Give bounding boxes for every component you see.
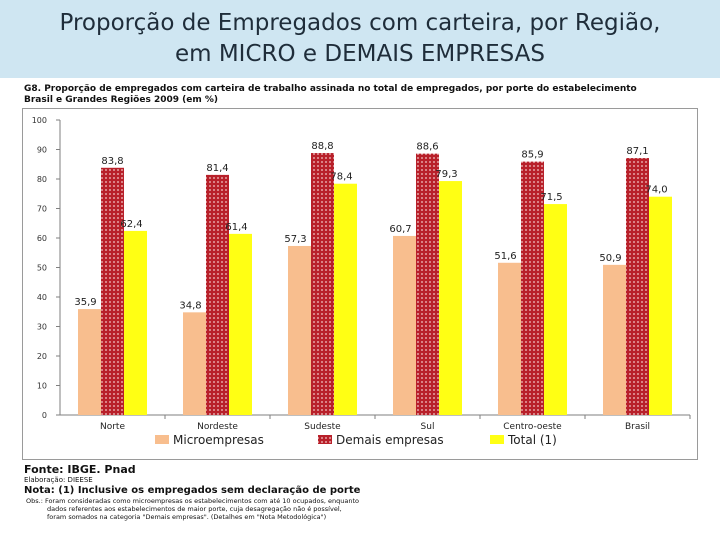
data-label: 87,1 — [626, 146, 648, 157]
legend-label: Total (1) — [507, 433, 557, 447]
category-label: Sudeste — [304, 422, 341, 432]
legend-label: Demais empresas — [336, 433, 444, 447]
observation-line-2: dados referentes aos estabelecimentos de… — [47, 505, 342, 513]
source-text: Fonte: IBGE. Pnad — [24, 463, 136, 476]
category-label: Norte — [100, 422, 125, 432]
y-tick-label: 80 — [37, 175, 47, 184]
legend-swatch — [318, 435, 332, 444]
total-bar — [649, 196, 672, 415]
data-label: 81,4 — [206, 163, 228, 174]
slide-title-line-1: Proporção de Empregados com carteira, po… — [59, 10, 661, 36]
legend-swatch — [155, 435, 169, 444]
y-tick-label: 70 — [37, 205, 47, 214]
y-tick-label: 0 — [42, 411, 47, 420]
micro-bar — [288, 245, 311, 415]
total-bar — [124, 230, 147, 415]
slide-header — [0, 0, 720, 78]
y-tick-label: 100 — [32, 116, 47, 125]
legend-label: Microempresas — [173, 433, 264, 447]
micro-bar — [183, 312, 206, 415]
demais-bar — [101, 167, 124, 415]
demais-bar — [206, 174, 229, 415]
elaboration-text: Elaboração: DIEESE — [24, 476, 93, 484]
chart-heading: G8. Proporção de empregados com carteira… — [24, 84, 714, 106]
observation-line-1: Obs.: Foram consideradas como microempre… — [26, 497, 360, 505]
observation-line-3: foram somados na categoria "Demais empre… — [47, 513, 327, 521]
total-bar — [334, 183, 357, 415]
total-bar — [544, 204, 567, 415]
micro-bar — [78, 309, 101, 415]
micro-bar — [498, 262, 521, 415]
data-label: 60,7 — [389, 224, 411, 235]
footnote-text: Nota: (1) Inclusive os empregados sem de… — [24, 485, 361, 496]
category-label: Nordeste — [197, 422, 238, 432]
data-label: 35,9 — [74, 297, 96, 308]
category-label: Brasil — [625, 422, 650, 432]
data-label: 88,8 — [311, 141, 333, 152]
data-label: 50,9 — [599, 253, 621, 264]
data-label: 61,4 — [225, 222, 247, 233]
demais-bar — [521, 161, 544, 415]
legend-swatch — [490, 435, 504, 444]
chart-frame — [22, 108, 698, 460]
data-label: 79,3 — [435, 169, 457, 180]
demais-bar — [626, 158, 649, 415]
data-label: 57,3 — [284, 234, 306, 245]
demais-bar — [416, 153, 439, 415]
y-tick-label: 40 — [37, 293, 47, 302]
slide-title-line-2: em MICRO e DEMAIS EMPRESAS — [174, 41, 546, 67]
data-label: 62,4 — [120, 219, 142, 230]
chart-heading-line-1: G8. Proporção de empregados com carteira… — [24, 84, 637, 94]
category-label: Centro-oeste — [503, 422, 562, 432]
y-tick-label: 90 — [37, 146, 47, 155]
data-label: 71,5 — [540, 192, 562, 203]
chart-notes: Fonte: IBGE. Pnad Elaboração: DIEESE Not… — [24, 463, 704, 521]
micro-bar — [603, 264, 626, 415]
total-bar — [229, 233, 252, 415]
y-tick-label: 60 — [37, 234, 47, 243]
y-tick-label: 20 — [37, 352, 47, 361]
slide-title: Proporção de Empregados com carteira, po… — [0, 8, 720, 70]
y-tick-label: 50 — [37, 264, 47, 273]
demais-bar — [311, 153, 334, 416]
chart-heading-line-2: Brasil e Grandes Regiões 2009 (em %) — [24, 95, 218, 105]
category-label: Sul — [421, 422, 435, 432]
data-label: 34,8 — [179, 300, 201, 311]
data-label: 74,0 — [645, 185, 667, 196]
data-label: 85,9 — [521, 150, 543, 161]
data-label: 51,6 — [494, 251, 516, 262]
micro-bar — [393, 235, 416, 415]
data-label: 88,6 — [416, 142, 438, 153]
y-tick-label: 30 — [37, 323, 47, 332]
data-label: 78,4 — [330, 172, 352, 183]
total-bar — [439, 181, 462, 415]
data-label: 83,8 — [101, 156, 123, 167]
y-tick-label: 10 — [37, 382, 47, 391]
